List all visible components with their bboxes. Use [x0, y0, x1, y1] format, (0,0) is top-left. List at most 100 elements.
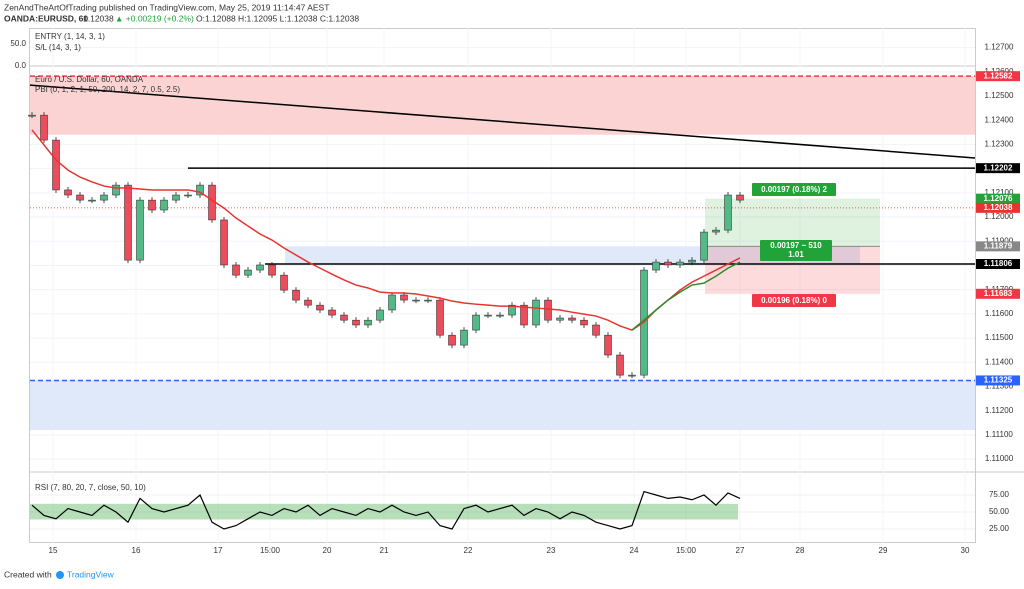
stop-label: 0.00196 (0.18%) 0: [761, 296, 827, 305]
candle: [184, 194, 192, 197]
candle: [532, 299, 540, 326]
candle: [364, 319, 372, 326]
y-tick-label: 1.11400: [985, 357, 1014, 366]
y-tick-label: 1.11000: [985, 454, 1014, 463]
trend-line: [29, 84, 976, 159]
entry-tick-label: 0.0: [15, 61, 27, 70]
rsi-line: [31, 490, 741, 530]
candle: [52, 139, 60, 191]
candle: [40, 114, 48, 141]
candle: [316, 304, 324, 311]
candle: [580, 319, 588, 326]
candle: [688, 259, 696, 263]
candle: [424, 299, 432, 302]
candle: [328, 309, 336, 316]
x-tick-label: 28: [796, 546, 805, 555]
rsi-tick-label: 75.00: [989, 490, 1010, 499]
entry-tick-label: 50.0: [10, 39, 26, 48]
change: ▲ +0.00219 (+0.2%): [115, 13, 194, 23]
candle: [700, 231, 708, 261]
x-tick-label: 27: [736, 546, 745, 555]
candle: [412, 299, 420, 302]
x-tick-label: 15: [49, 546, 58, 555]
ma-line: [631, 261, 741, 331]
publisher: ZenAndTheArtOfTrading published on Tradi…: [4, 2, 329, 12]
ratio-value: 1.01: [788, 250, 804, 259]
candle: [172, 194, 180, 201]
logo: [56, 571, 64, 579]
x-tick-label: 23: [547, 546, 556, 555]
candle: [352, 319, 360, 326]
price-tag-label: 1.11325: [984, 376, 1013, 385]
rsi-tick-label: 50.00: [989, 507, 1010, 516]
price-tag-label: 1.11683: [984, 289, 1013, 298]
candle: [628, 374, 636, 377]
label-box: [752, 294, 836, 307]
indicator-label: PBI (0, 1, 2, 1, 50, 200, 14, 2, 7, 0.5,…: [35, 85, 180, 94]
candle: [100, 194, 108, 201]
price-tag-label: 1.12202: [984, 163, 1013, 172]
candle: [508, 304, 516, 316]
ohlc: O:1.12088 H:1.12095 L:1.12038 C:1.12038: [196, 13, 359, 23]
candle: [76, 194, 84, 201]
y-tick-label: 1.12300: [985, 140, 1014, 149]
candle: [88, 199, 96, 202]
candle: [400, 294, 408, 301]
label-box: [752, 183, 836, 196]
candle: [112, 184, 120, 196]
candle: [616, 354, 624, 376]
candle: [496, 314, 504, 317]
candle: [556, 317, 564, 321]
indicator-label: Euro / U.S. Dollar, 60, OANDA: [35, 75, 144, 84]
y-tick-label: 1.11100: [985, 430, 1013, 439]
x-tick-label: 17: [214, 546, 223, 555]
price-tag-label: 1.12038: [984, 203, 1013, 212]
candle: [268, 264, 276, 276]
y-tick-label: 1.11200: [985, 406, 1014, 415]
price-tag: [976, 163, 1020, 174]
candle: [388, 294, 396, 311]
price-tag: [976, 71, 1020, 82]
candle: [124, 184, 132, 261]
x-tick-label: 29: [879, 546, 888, 555]
candle: [136, 199, 144, 261]
price-tag: [976, 259, 1020, 270]
price-tag-label: 1.11879: [984, 241, 1013, 250]
candle: [472, 314, 480, 331]
price-tag: [976, 375, 1020, 386]
candle: [340, 314, 348, 321]
candle: [64, 189, 72, 196]
y-tick-label: 1.11300: [985, 382, 1014, 391]
footer-brand: TradingView: [67, 569, 115, 579]
candle: [664, 261, 672, 266]
zone: [285, 246, 860, 265]
candle: [604, 334, 612, 356]
y-tick-label: 1.12700: [985, 43, 1014, 52]
candle: [652, 261, 660, 271]
last-price: 1.12038: [83, 13, 114, 23]
label-box: [760, 240, 832, 261]
candle: [448, 334, 456, 346]
candle: [220, 219, 228, 266]
ratio-label: 0.00197 ~ 510: [770, 241, 822, 250]
candle: [292, 289, 300, 301]
y-tick-label: 1.12400: [985, 115, 1014, 124]
candle: [676, 261, 684, 266]
x-tick-label: 24: [630, 546, 639, 555]
price-tag: [976, 193, 1020, 204]
price-tag: [976, 241, 1020, 252]
y-tick-label: 1.11900: [985, 236, 1014, 245]
x-tick-label: 22: [464, 546, 473, 555]
candle: [28, 114, 36, 117]
candle: [544, 299, 552, 321]
indicator-label: ENTRY (1, 14, 3, 1): [35, 32, 105, 41]
candle: [484, 314, 492, 317]
rsi-band: [30, 503, 738, 520]
candle: [280, 274, 288, 291]
target-zone: [705, 198, 880, 247]
candle: [376, 309, 384, 321]
candle: [232, 264, 240, 276]
candle: [436, 299, 444, 336]
